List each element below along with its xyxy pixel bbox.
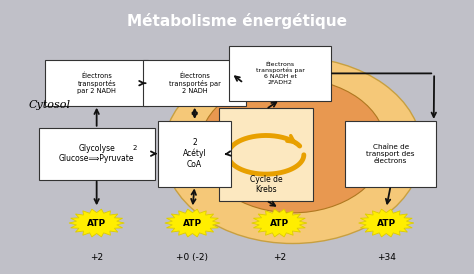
FancyBboxPatch shape (144, 61, 246, 106)
FancyBboxPatch shape (46, 61, 148, 106)
Text: 2: 2 (132, 145, 137, 151)
Text: 2
Acétyl
CoA: 2 Acétyl CoA (183, 138, 207, 169)
Text: Électrons
transportés par
2 NADH: Électrons transportés par 2 NADH (169, 72, 220, 94)
Text: +0 (-2): +0 (-2) (176, 253, 209, 262)
FancyBboxPatch shape (229, 46, 331, 101)
Text: +34: +34 (377, 253, 396, 262)
Text: Métabolisme énergétique: Métabolisme énergétique (127, 13, 347, 28)
FancyBboxPatch shape (345, 121, 437, 187)
Text: Cycle de
Krebs: Cycle de Krebs (250, 175, 283, 194)
Text: +2: +2 (273, 253, 286, 262)
FancyBboxPatch shape (219, 108, 313, 201)
FancyBboxPatch shape (158, 121, 231, 187)
Ellipse shape (164, 57, 422, 244)
Text: Chaîne de
transport des
électrons: Chaîne de transport des électrons (366, 144, 415, 164)
Text: Glycolyse
Glucose⟹Pyruvate: Glycolyse Glucose⟹Pyruvate (59, 144, 135, 163)
Text: Cytosol: Cytosol (28, 100, 71, 110)
Text: ATP: ATP (377, 219, 396, 227)
Polygon shape (69, 209, 124, 237)
Text: ATP: ATP (87, 219, 106, 227)
Ellipse shape (200, 79, 386, 213)
Text: ATP: ATP (183, 219, 202, 227)
Polygon shape (252, 209, 307, 237)
Polygon shape (359, 209, 414, 237)
Text: +2: +2 (90, 253, 103, 262)
Text: Électrons
transportés
par 2 NADH: Électrons transportés par 2 NADH (77, 72, 116, 94)
Text: ATP: ATP (270, 219, 289, 227)
Polygon shape (165, 209, 220, 237)
FancyBboxPatch shape (39, 127, 155, 180)
Text: Électrons
transportés par
6 NADH et
2FADH2: Électrons transportés par 6 NADH et 2FAD… (256, 62, 305, 85)
